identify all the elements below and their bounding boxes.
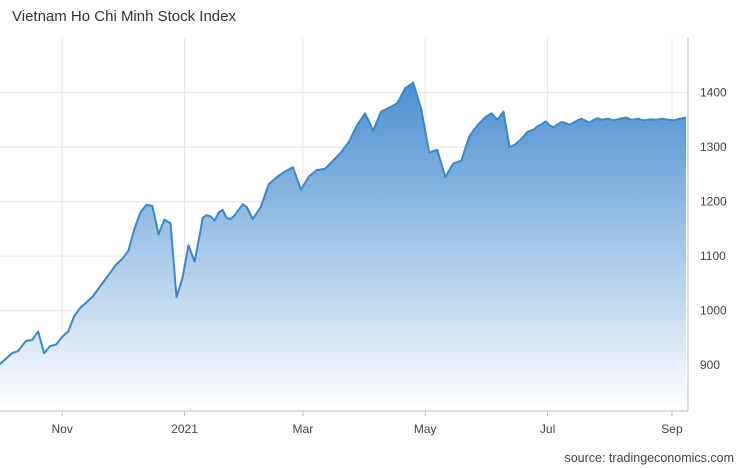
series-line-path <box>0 81 687 365</box>
x-tick-label: Mar <box>293 422 314 436</box>
x-tick-label: Jul <box>540 422 555 436</box>
x-tick-label: Sep <box>661 422 683 436</box>
y-tick-label: 1400 <box>700 86 727 100</box>
series-area-fill <box>0 82 686 411</box>
y-tick-label: 1000 <box>700 304 727 318</box>
y-tick-label: 1300 <box>700 140 727 154</box>
y-tick-label: 1100 <box>700 249 726 263</box>
chart-title: Vietnam Ho Chi Minh Stock Index <box>12 8 236 25</box>
axes: 900 1000 1100 1200 1300 1400 Nov 2021 Mar May Jul S… <box>0 38 727 436</box>
series-line <box>0 81 687 365</box>
x-tick-label: Nov <box>52 422 73 436</box>
x-tick-label: May <box>414 422 437 436</box>
series-area <box>0 82 686 411</box>
source-label: source: tradingeconomics.com <box>564 451 734 465</box>
x-tick-label: 2021 <box>171 422 198 436</box>
y-tick-label: 1200 <box>700 195 727 209</box>
y-tick-label: 900 <box>700 358 720 372</box>
